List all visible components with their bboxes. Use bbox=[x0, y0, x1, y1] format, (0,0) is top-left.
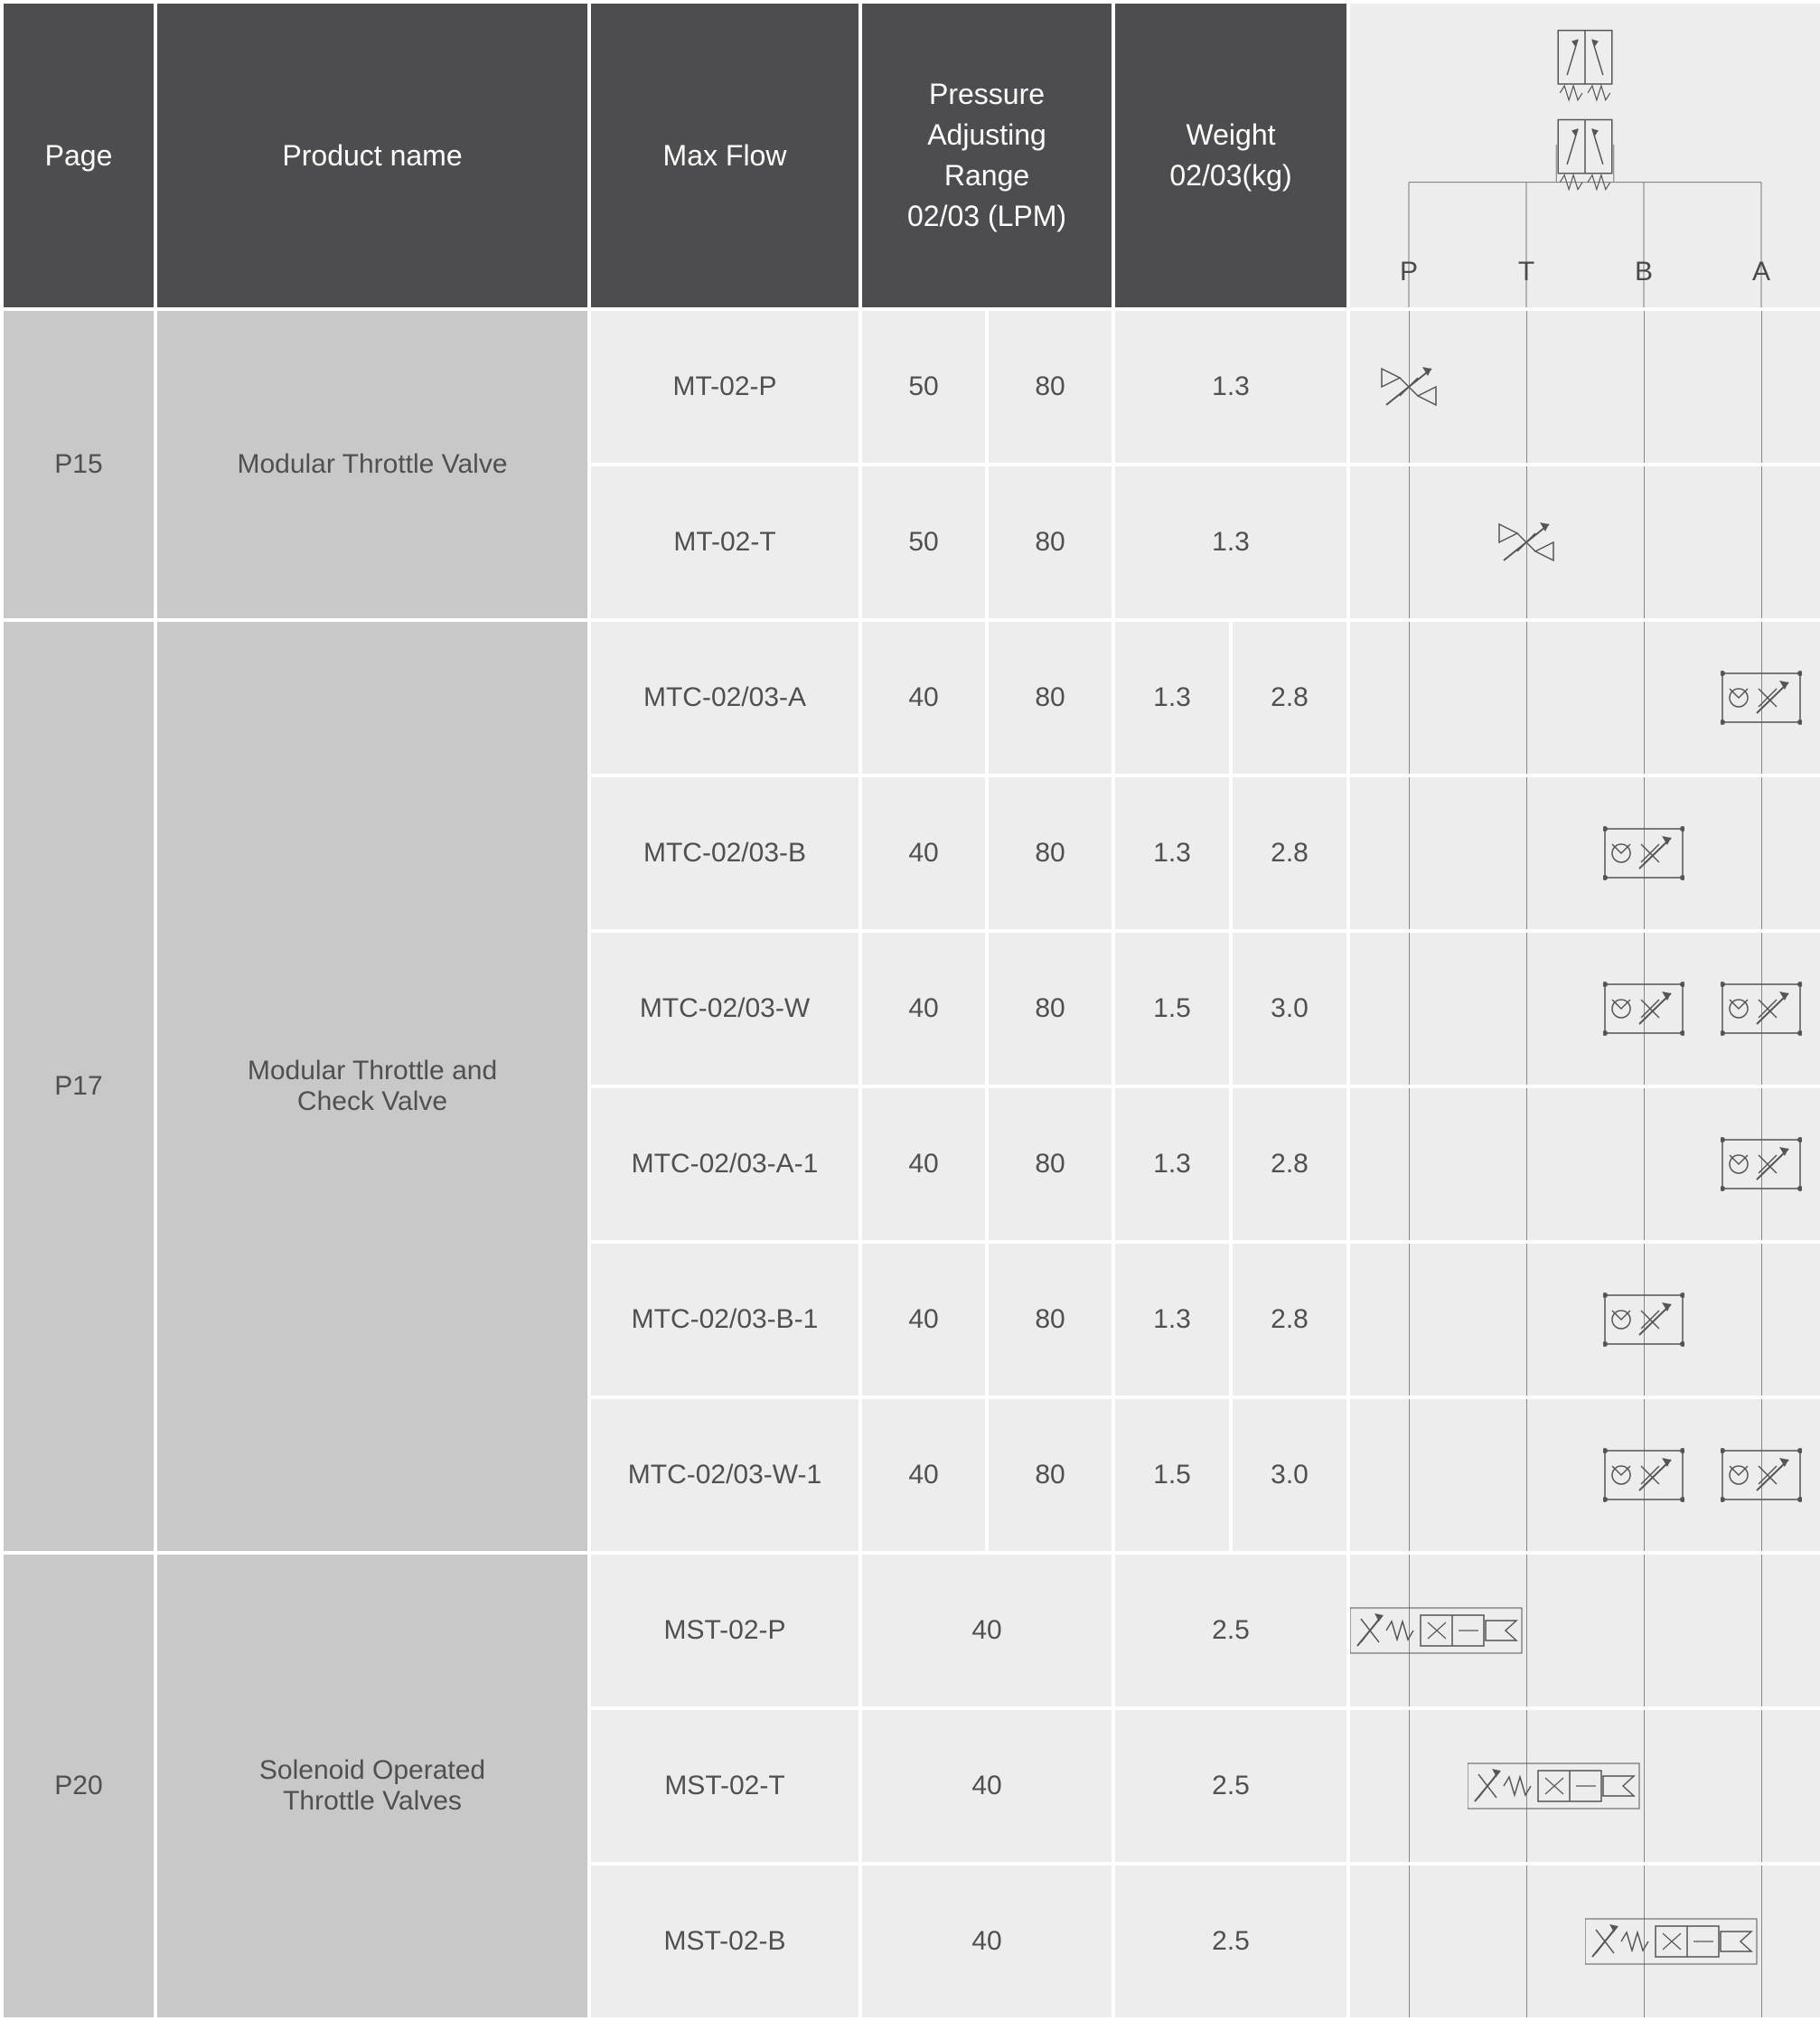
symbol-cell bbox=[1348, 1553, 1820, 1708]
page-cell: P17 bbox=[2, 620, 155, 1553]
symbol-cell bbox=[1348, 1242, 1820, 1397]
weight-cell: 2.5 bbox=[1113, 1708, 1348, 1864]
pressure-03-cell: 80 bbox=[987, 309, 1113, 465]
model-cell: MTC-02/03-B-1 bbox=[589, 1242, 860, 1397]
pressure-02-cell: 40 bbox=[860, 1086, 987, 1242]
symbol-cell bbox=[1348, 1397, 1820, 1553]
pressure-cell: 40 bbox=[860, 1864, 1113, 2019]
weight-02-cell: 1.5 bbox=[1113, 931, 1231, 1086]
weight-02-cell: 1.3 bbox=[1113, 620, 1231, 776]
weight-cell: 2.5 bbox=[1113, 1864, 1348, 2019]
weight-03-cell: 2.8 bbox=[1231, 776, 1348, 931]
weight-03-cell: 3.0 bbox=[1231, 1397, 1348, 1553]
symbol-throttle-check-icon bbox=[1585, 973, 1703, 1045]
model-cell: MST-02-T bbox=[589, 1708, 860, 1864]
symbol-solenoid-throttle-icon bbox=[1350, 1594, 1531, 1667]
pressure-cell: 40 bbox=[860, 1553, 1113, 1708]
pressure-03-cell: 80 bbox=[987, 931, 1113, 1086]
weight-cell: 2.5 bbox=[1113, 1553, 1348, 1708]
weight-03-cell: 3.0 bbox=[1231, 931, 1348, 1086]
symbol-cell bbox=[1348, 465, 1820, 620]
weight-cell: 1.3 bbox=[1113, 465, 1348, 620]
model-cell: MTC-02/03-B bbox=[589, 776, 860, 931]
symbol-throttle-check-icon bbox=[1585, 817, 1703, 889]
pressure-03-cell: 80 bbox=[987, 1242, 1113, 1397]
product-name-cell: Modular Throttle Valve bbox=[155, 309, 589, 620]
col-product-name: Product name bbox=[155, 2, 589, 309]
symbol-throttle-check-icon bbox=[1703, 662, 1820, 734]
weight-02-cell: 1.5 bbox=[1113, 1397, 1231, 1553]
port-label-a: A bbox=[1703, 253, 1820, 291]
product-name-cell: Modular Throttle and Check Valve bbox=[155, 620, 589, 1553]
symbol-solenoid-throttle-icon bbox=[1468, 1750, 1648, 1822]
pressure-03-cell: 80 bbox=[987, 465, 1113, 620]
weight-02-cell: 1.3 bbox=[1113, 1242, 1231, 1397]
symbol-throttle-icon bbox=[1468, 506, 1585, 578]
pressure-02-cell: 40 bbox=[860, 776, 987, 931]
model-cell: MST-02-P bbox=[589, 1553, 860, 1708]
pressure-03-cell: 80 bbox=[987, 620, 1113, 776]
col-weight: Weight 02/03(kg) bbox=[1113, 2, 1348, 309]
page-cell: P15 bbox=[2, 309, 155, 620]
symbol-throttle-check-icon bbox=[1703, 1128, 1820, 1200]
symbol-cell bbox=[1348, 776, 1820, 931]
model-cell: MTC-02/03-W bbox=[589, 931, 860, 1086]
symbol-cell bbox=[1348, 309, 1820, 465]
page-cell: P20 bbox=[2, 1553, 155, 2019]
port-label-p: P bbox=[1350, 253, 1468, 291]
symbol-cell bbox=[1348, 931, 1820, 1086]
weight-03-cell: 2.8 bbox=[1231, 1086, 1348, 1242]
pressure-03-cell: 80 bbox=[987, 1397, 1113, 1553]
port-label-t: T bbox=[1468, 253, 1585, 291]
col-max-flow: Max Flow bbox=[589, 2, 860, 309]
symbol-throttle-check-icon bbox=[1703, 973, 1820, 1045]
pressure-02-cell: 40 bbox=[860, 620, 987, 776]
symbol-throttle-icon bbox=[1350, 351, 1468, 423]
weight-03-cell: 2.8 bbox=[1231, 620, 1348, 776]
symbol-cell bbox=[1348, 1708, 1820, 1864]
model-cell: MST-02-B bbox=[589, 1864, 860, 2019]
symbol-solenoid-throttle-icon bbox=[1585, 1905, 1766, 1978]
col-pressure-range: Pressure Adjusting Range 02/03 (LPM) bbox=[860, 2, 1113, 309]
pressure-02-cell: 50 bbox=[860, 465, 987, 620]
port-label-b: B bbox=[1585, 253, 1703, 291]
weight-cell: 1.3 bbox=[1113, 309, 1348, 465]
pressure-02-cell: 40 bbox=[860, 1242, 987, 1397]
symbol-cell bbox=[1348, 620, 1820, 776]
symbol-throttle-check-icon bbox=[1585, 1439, 1703, 1511]
pressure-03-cell: 80 bbox=[987, 776, 1113, 931]
pressure-02-cell: 40 bbox=[860, 1397, 987, 1553]
weight-03-cell: 2.8 bbox=[1231, 1242, 1348, 1397]
symbol-throttle-check-icon bbox=[1703, 1439, 1820, 1511]
weight-02-cell: 1.3 bbox=[1113, 776, 1231, 931]
model-cell: MT-02-P bbox=[589, 309, 860, 465]
symbol-throttle-check-icon bbox=[1585, 1283, 1703, 1356]
symbol-cell bbox=[1348, 1086, 1820, 1242]
weight-02-cell: 1.3 bbox=[1113, 1086, 1231, 1242]
pressure-03-cell: 80 bbox=[987, 1086, 1113, 1242]
symbol-cell bbox=[1348, 1864, 1820, 2019]
pressure-02-cell: 50 bbox=[860, 309, 987, 465]
model-cell: MTC-02/03-W-1 bbox=[589, 1397, 860, 1553]
col-symbol-header: P T B A bbox=[1348, 2, 1820, 309]
col-page: Page bbox=[2, 2, 155, 309]
pressure-02-cell: 40 bbox=[860, 931, 987, 1086]
valve-spec-table: Page Product name Max Flow Pressure Adju… bbox=[0, 0, 1820, 2021]
model-cell: MTC-02/03-A bbox=[589, 620, 860, 776]
model-cell: MTC-02/03-A-1 bbox=[589, 1086, 860, 1242]
product-name-cell: Solenoid Operated Throttle Valves bbox=[155, 1553, 589, 2019]
model-cell: MT-02-T bbox=[589, 465, 860, 620]
pressure-cell: 40 bbox=[860, 1708, 1113, 1864]
